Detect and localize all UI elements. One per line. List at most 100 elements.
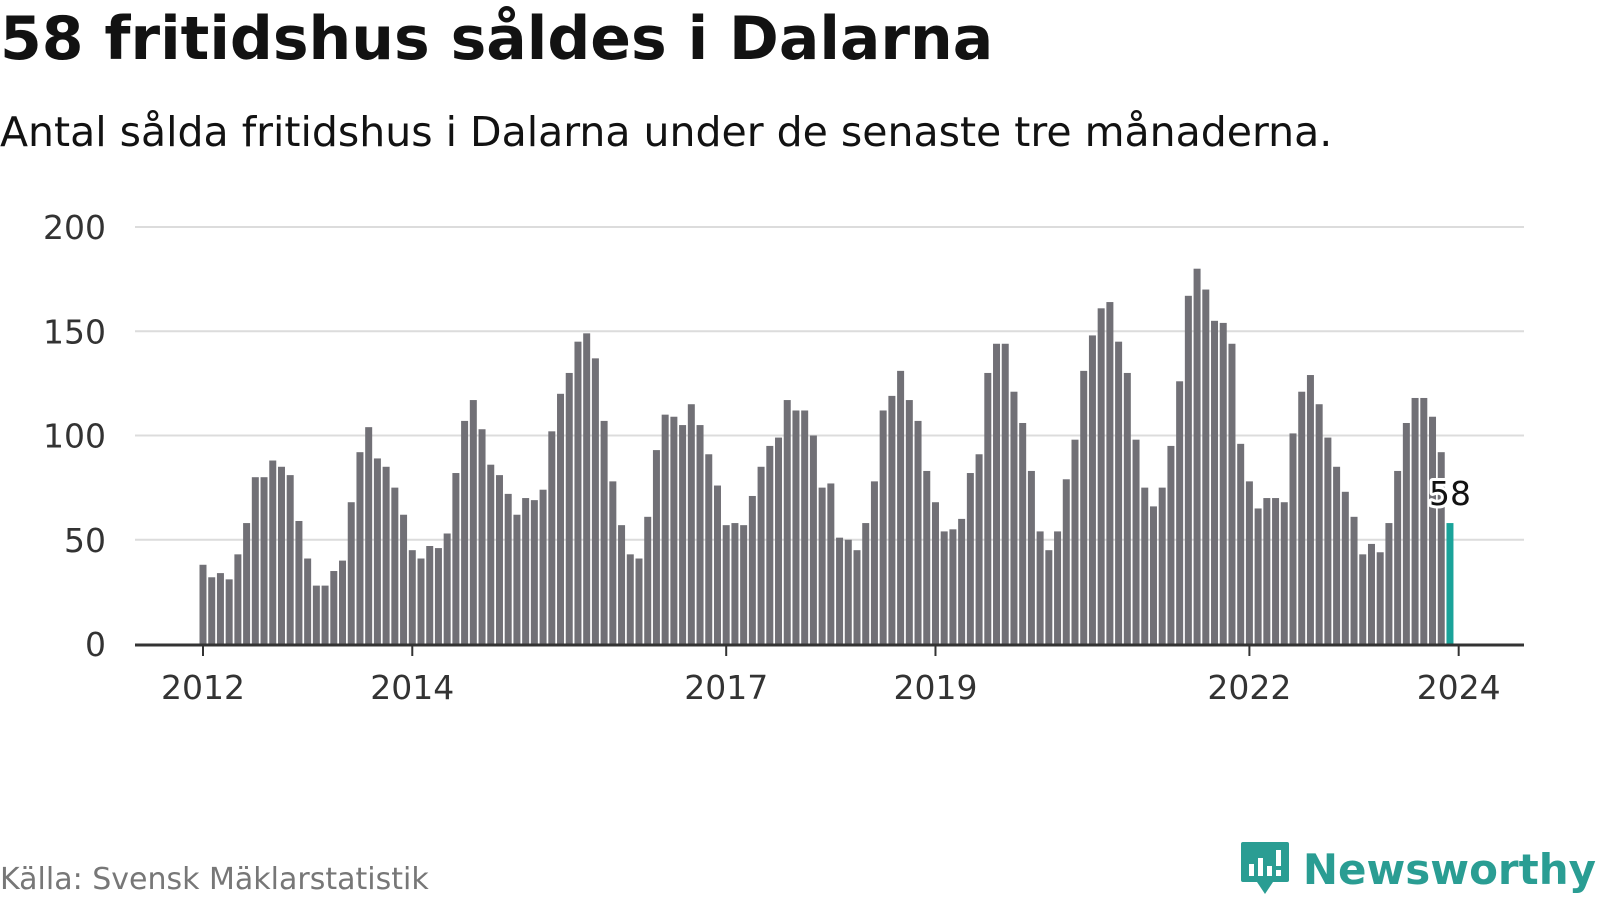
bar <box>984 372 992 644</box>
x-tick-label: 2014 <box>370 668 454 707</box>
bar <box>862 523 870 644</box>
bar <box>225 579 233 644</box>
bar <box>330 571 338 644</box>
bar <box>1420 397 1428 644</box>
bar <box>949 529 957 644</box>
bar <box>635 558 643 644</box>
bar <box>1228 343 1236 644</box>
bar <box>879 410 887 644</box>
bar <box>461 420 469 644</box>
y-tick-label: 50 <box>64 521 106 560</box>
bar <box>661 414 669 644</box>
bar <box>1237 443 1245 644</box>
bar <box>1088 335 1096 644</box>
bar <box>966 473 974 644</box>
bar <box>914 420 922 644</box>
bar <box>644 516 652 644</box>
bar <box>1245 481 1253 644</box>
bar <box>443 533 451 644</box>
last-value-label: 58 <box>1429 474 1471 513</box>
bar <box>583 333 591 644</box>
bar <box>670 416 678 644</box>
bar <box>836 537 844 644</box>
bar <box>513 514 521 644</box>
bar <box>940 531 948 644</box>
bar <box>1027 470 1035 644</box>
bar <box>1367 543 1375 644</box>
bar <box>1437 452 1445 644</box>
source-note: Källa: Svensk Mäklarstatistik <box>0 862 429 897</box>
bar <box>1298 391 1306 644</box>
bar <box>347 502 355 644</box>
y-tick-label: 200 <box>43 208 106 247</box>
bar <box>382 466 390 644</box>
bar <box>652 450 660 644</box>
bar <box>1193 268 1201 644</box>
bar <box>251 477 259 644</box>
bar <box>1359 554 1367 644</box>
bar <box>766 445 774 644</box>
bar <box>740 525 748 644</box>
y-axis-tick-labels: 0 50 100 150 200 <box>43 208 106 664</box>
bar <box>295 520 303 644</box>
bar <box>286 475 294 644</box>
x-tick-label: 2017 <box>684 668 768 707</box>
bar <box>1167 445 1175 644</box>
bar <box>757 466 765 644</box>
bar <box>400 514 408 644</box>
bar <box>1280 502 1288 644</box>
bar <box>931 502 939 644</box>
bar <box>888 395 896 644</box>
bar <box>277 466 285 644</box>
bar <box>1315 404 1323 644</box>
bar <box>1115 341 1123 644</box>
x-tick-label: 2024 <box>1417 668 1501 707</box>
bar <box>722 525 730 644</box>
brand-name: Newsworthy <box>1302 844 1596 894</box>
bar <box>417 558 425 644</box>
bar-highlight <box>1446 523 1454 644</box>
bar <box>530 500 538 644</box>
y-tick-label: 0 <box>85 625 106 664</box>
bar <box>705 454 713 644</box>
brand-logo[interactable]: Newsworthy <box>1239 840 1596 898</box>
bar <box>609 481 617 644</box>
bar <box>269 460 277 644</box>
bar <box>522 498 530 644</box>
bar <box>565 372 573 644</box>
x-tick-label: 2022 <box>1207 668 1291 707</box>
bar <box>1149 506 1157 644</box>
bar <box>1289 433 1297 644</box>
bar <box>1071 439 1079 644</box>
bar <box>1054 531 1062 644</box>
bar <box>731 523 739 644</box>
y-tick-label: 100 <box>43 417 106 456</box>
bar <box>818 487 826 644</box>
bar <box>1132 439 1140 644</box>
bar <box>600 420 608 644</box>
bar <box>243 523 251 644</box>
bar <box>993 343 1001 644</box>
bar <box>1254 508 1262 644</box>
bar <box>1341 491 1349 644</box>
bar <box>775 437 783 644</box>
bar <box>870 481 878 644</box>
bar <box>199 564 207 644</box>
data-labels: 58 <box>1426 471 1474 516</box>
bar <box>1263 498 1271 644</box>
bar <box>1123 372 1131 644</box>
bar <box>469 400 477 644</box>
bar <box>1350 516 1358 644</box>
bar <box>260 477 268 644</box>
bar <box>801 410 809 644</box>
bar <box>897 370 905 644</box>
chart-subtitle: Antal sålda fritidshus i Dalarna under d… <box>0 108 1333 156</box>
bar <box>1411 397 1419 644</box>
bar <box>696 425 704 644</box>
chart-title: 58 fritidshus såldes i Dalarna <box>0 4 994 74</box>
bar <box>1306 375 1314 644</box>
bars <box>199 268 1454 644</box>
bar <box>905 400 913 644</box>
bar <box>1333 466 1341 644</box>
bar <box>1376 552 1384 644</box>
